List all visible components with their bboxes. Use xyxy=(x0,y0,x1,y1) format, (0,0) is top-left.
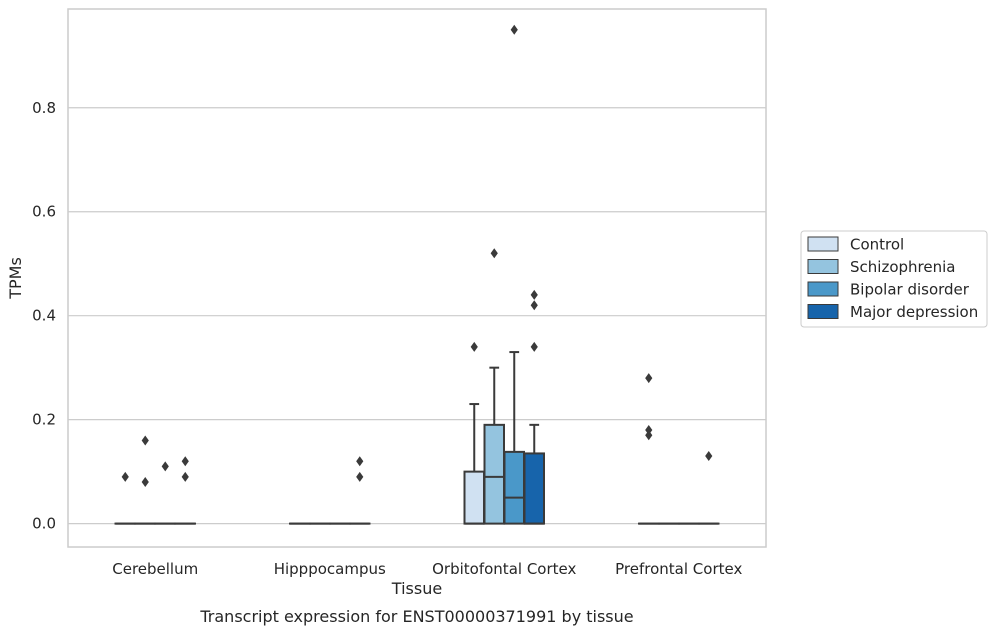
outlier-point xyxy=(645,430,653,441)
legend-items: Control Schizophrenia Bipolar disorder Majo… xyxy=(807,236,978,321)
legend: Control Schizophrenia Bipolar disorder Majo… xyxy=(800,230,988,328)
legend-frame xyxy=(800,230,988,328)
box-group xyxy=(698,451,720,525)
y-tick-label: 0.0 xyxy=(32,515,56,533)
box-group xyxy=(503,24,525,525)
x-tick-label: Hipppocampus xyxy=(274,560,386,578)
y-tick-label: 0.8 xyxy=(32,99,56,117)
outlier-point xyxy=(470,341,478,352)
box-group xyxy=(483,248,505,525)
outlier-point xyxy=(161,461,169,472)
x-tick-label: Orbitofontal Cortex xyxy=(432,560,576,578)
outlier-point xyxy=(530,341,538,352)
outlier-point xyxy=(141,477,149,488)
box-group xyxy=(174,456,196,525)
legend-swatch xyxy=(807,304,839,319)
y-axis-label: TPMs xyxy=(6,257,25,300)
x-axis-ticks: Cerebellum Hipppocampus Orbitofontal Corte… xyxy=(112,560,742,578)
legend-swatch xyxy=(807,281,839,297)
outlier-point xyxy=(356,471,364,482)
box-body xyxy=(523,452,545,525)
box-body xyxy=(463,470,485,525)
y-tick-label: 0.6 xyxy=(32,203,56,221)
box-group xyxy=(523,289,545,525)
plot-frame xyxy=(67,8,767,548)
box-body xyxy=(483,423,505,525)
legend-label: Control xyxy=(850,236,904,254)
plot-background xyxy=(68,9,766,547)
outlier-point xyxy=(356,456,364,467)
x-tick-label: Prefrontal Cortex xyxy=(615,560,742,578)
legend-swatch xyxy=(807,259,839,274)
box-series xyxy=(114,24,720,525)
outlier-point xyxy=(181,471,189,482)
outlier-point xyxy=(645,425,653,436)
box-group xyxy=(349,456,371,525)
outlier-point xyxy=(141,435,149,446)
outlier-point xyxy=(705,451,713,462)
outlier-point xyxy=(510,24,518,35)
legend-label: Schizophrenia xyxy=(850,258,955,276)
outlier-point xyxy=(181,456,189,467)
x-tick-label: Cerebellum xyxy=(112,560,198,578)
box-group xyxy=(463,341,485,525)
outlier-point xyxy=(121,471,129,482)
outlier-point xyxy=(490,248,498,259)
y-axis-ticks: 0.0 0.2 0.4 0.6 0.8 xyxy=(32,99,56,533)
chart-caption: Transcript expression for ENST0000037199… xyxy=(199,607,633,626)
legend-label: Major depression xyxy=(850,303,978,321)
outlier-point xyxy=(645,373,653,384)
y-tick-label: 0.2 xyxy=(32,411,56,429)
box-body xyxy=(503,450,525,525)
legend-label: Bipolar disorder xyxy=(850,281,970,299)
y-tick-label: 0.4 xyxy=(32,307,56,325)
outlier-point xyxy=(530,300,538,311)
legend-swatch xyxy=(807,236,839,252)
x-axis-label: Tissue xyxy=(391,579,442,598)
outlier-point xyxy=(530,289,538,300)
